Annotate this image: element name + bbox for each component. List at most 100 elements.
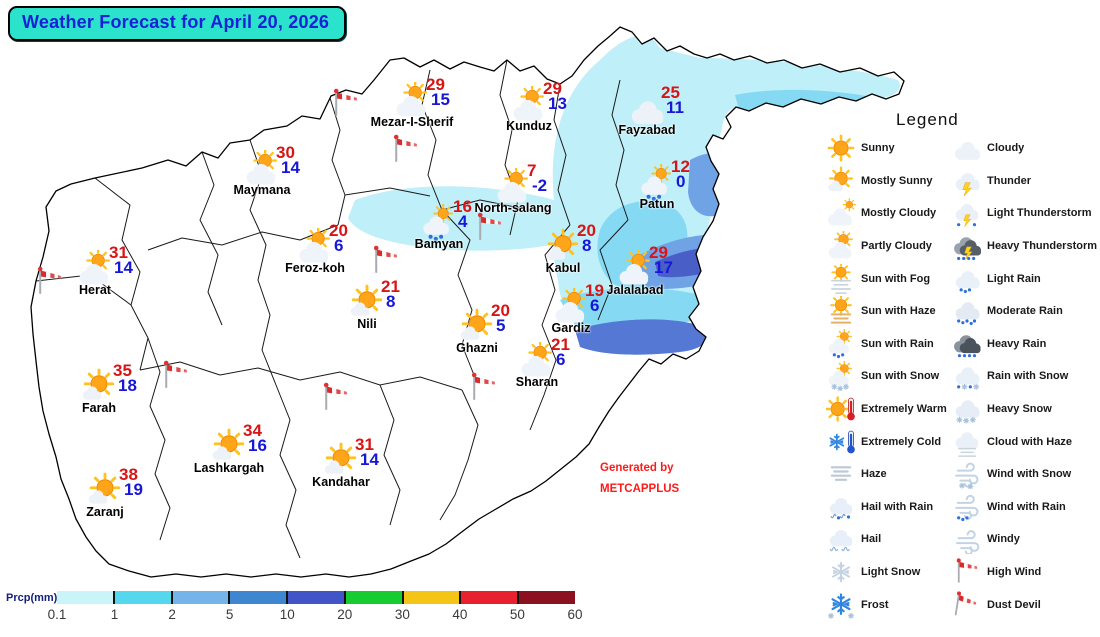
legend-label: Extremely Cold [861,435,942,448]
province-boundaries [35,59,629,559]
legend-column-left: Sunny Mostly Sunny Mostly Cloudy Partly … [826,132,952,621]
cloudy-icon [952,133,982,163]
city-name: Kunduz [506,119,552,133]
legend-row: Heavy Snow [952,393,1100,426]
city-name: Maymana [233,183,291,197]
city-temps: 29 17 [649,244,673,276]
moderate-rain-icon [952,296,982,326]
scale-segment [461,591,520,604]
temp-low: -2 [532,176,548,195]
temp-low: 6 [334,236,344,255]
city-name: Lashkargah [193,461,265,475]
legend-label: Moderate Rain [987,305,1063,318]
city-name: Jalalabad [606,283,664,297]
legend-row: High Wind [952,556,1100,589]
city-station-patun: 12 0 Patun [638,158,690,211]
temp-low: 14 [114,258,133,277]
legend-label: Haze [861,468,887,481]
city-name: Patun [639,197,675,211]
watermark-line1: Generated by [600,462,674,474]
heavy-thunderstorm-icon [952,231,982,261]
legend-row: Light Snow [826,556,952,589]
temp-high: 25 [661,83,680,102]
precip-scale-ticks: 0.1 1 2 5 10 20 30 40 50 60 [48,607,583,623]
sun-with-fog-icon [826,264,856,294]
city-temps: 20 5 [491,302,510,335]
city-station-sharan: 21 6 Sharan [516,336,570,389]
legend-label: Frost [861,598,889,611]
city-station-maymana: 30 14 Maymana [234,144,300,197]
city-name: Kabul [545,261,581,275]
precip-colorbar [57,591,576,604]
hail-with-rain-icon [826,492,856,522]
wind-with-snow-icon [952,459,982,489]
city-station-north-salang: 7 -2 North-salang [474,162,551,215]
city-name: Herat [79,283,111,297]
legend-label: Mostly Cloudy [861,207,937,220]
city-name: Nili [357,317,377,331]
legend-label: Sun with Rain [861,337,934,350]
legend-row: Mostly Cloudy [826,197,952,230]
legend-row: Thunder [952,165,1100,198]
temp-low: 14 [281,158,300,177]
city-temps: 31 14 [109,244,133,277]
temp-high: 34 [243,421,262,440]
temp-low: 5 [496,316,506,335]
hail-icon [826,524,856,554]
extremely-warm-icon [826,394,856,424]
legend-label: Sun with Haze [861,305,936,318]
city-station-gardiz: 19 6 Gardiz [552,282,604,335]
windsock-icon [332,86,359,122]
city-name: Bamyan [414,237,464,251]
windsock-icon [470,370,497,406]
legend-row: Extremely Warm [826,393,952,426]
scale-tick: 50 [509,607,525,622]
precip-scale: Prcp(mm) 0.1 1 2 5 10 20 30 40 50 60 [6,591,596,635]
scale-segment [519,591,576,604]
mostly-cloudy-icon [826,198,856,228]
heavy-rain-icon [952,329,982,359]
legend-row: Cloudy [952,132,1100,165]
city-station-mezar-i-sherif: 29 15 Mezar-I-Sherif [371,76,454,129]
temp-high: 31 [355,435,374,454]
legend-label: Hail [861,533,882,546]
temp-high: 30 [276,143,295,162]
city-name: North-salang [474,201,552,215]
page-title: Weather Forecast for April 20, 2026 [22,12,330,32]
city-station-fayzabad: 25 11 Fayzabad [619,84,684,137]
city-name: Sharan [515,375,559,389]
sun-with-haze-icon [826,296,856,326]
legend-row: Cloud with Haze [952,425,1100,458]
temp-high: 38 [119,465,138,484]
legend-row: Light Thunderstorm [952,197,1100,230]
scale-segment [114,591,173,604]
scale-segment [172,591,231,604]
temp-high: 20 [329,221,348,240]
temp-low: 0 [676,172,686,191]
city-temps: 30 14 [276,143,300,177]
scale-tick: 60 [567,607,583,622]
legend-row: Wind with Rain [952,491,1100,524]
temp-low: 4 [458,212,468,231]
scale-tick: 5 [225,607,234,622]
temp-low: 16 [248,436,267,455]
legend-row: Moderate Rain [952,295,1100,328]
light-snow-icon [826,557,856,587]
temp-high: 21 [551,335,570,354]
city-temps: 21 8 [381,278,400,310]
sun-with-snow-icon [826,361,856,391]
legend-label: Heavy Rain [987,337,1047,350]
scale-tick: 0.1 [47,607,67,622]
legend-row: Partly Cloudy [826,230,952,263]
windy-icon [952,524,982,554]
legend-label: High Wind [987,566,1042,579]
windsock-icon [476,210,503,246]
legend-label: Wind with Rain [987,500,1066,513]
temp-low: 11 [666,98,684,117]
legend-row: Light Rain [952,262,1100,295]
temp-low: 8 [582,236,592,255]
legend-label: Mostly Sunny [861,174,933,187]
legend-row: Frost [826,588,952,621]
